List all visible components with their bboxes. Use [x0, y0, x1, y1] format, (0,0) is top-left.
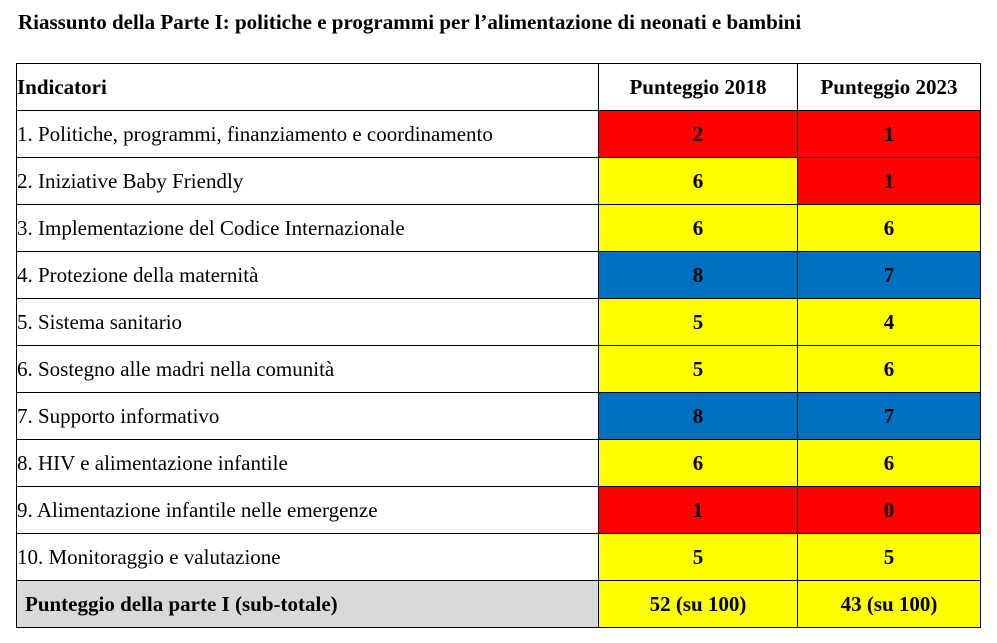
table-row: 1. Politiche, programmi, finanziamento e… [16, 110, 981, 158]
indicator-cell: 7. Supporto informativo [16, 392, 599, 440]
score-2018-cell: 5 [598, 533, 798, 581]
table-row: 10. Monitoraggio e valutazione 5 5 [16, 533, 981, 581]
table-row: 5. Sistema sanitario 5 4 [16, 298, 981, 346]
indicator-cell: 2. Iniziative Baby Friendly [16, 157, 599, 205]
subtotal-row: Punteggio della parte I (sub-totale) 52 … [16, 580, 981, 628]
table-row: 3. Implementazione del Codice Internazio… [16, 204, 981, 252]
indicator-cell: 9. Alimentazione infantile nelle emergen… [16, 486, 599, 534]
table-row: 2. Iniziative Baby Friendly 6 1 [16, 157, 981, 205]
subtotal-2023: 43 (su 100) [797, 580, 981, 628]
score-2018-cell: 8 [598, 392, 798, 440]
score-2018-cell: 5 [598, 298, 798, 346]
score-2023-cell: 0 [797, 486, 981, 534]
subtotal-label: Punteggio della parte I (sub-totale) [16, 580, 599, 628]
indicator-cell: 5. Sistema sanitario [16, 298, 599, 346]
score-2018-cell: 6 [598, 157, 798, 205]
indicator-cell: 8. HIV e alimentazione infantile [16, 439, 599, 487]
header-score-2018: Punteggio 2018 [598, 63, 798, 111]
score-2023-cell: 6 [797, 345, 981, 393]
score-2018-cell: 5 [598, 345, 798, 393]
score-2023-cell: 6 [797, 439, 981, 487]
indicator-cell: 4. Protezione della maternità [16, 251, 599, 299]
subtotal-2018: 52 (su 100) [598, 580, 798, 628]
score-2023-cell: 7 [797, 251, 981, 299]
table-row: 8. HIV e alimentazione infantile 6 6 [16, 439, 981, 487]
table-row: 9. Alimentazione infantile nelle emergen… [16, 486, 981, 534]
score-2018-cell: 6 [598, 439, 798, 487]
score-2023-cell: 5 [797, 533, 981, 581]
score-2018-cell: 1 [598, 486, 798, 534]
indicator-cell: 10. Monitoraggio e valutazione [16, 533, 599, 581]
score-2023-cell: 7 [797, 392, 981, 440]
score-2018-cell: 2 [598, 110, 798, 158]
document-title: Riassunto della Parte I: politiche e pro… [18, 10, 802, 34]
table-header-row: Indicatori Punteggio 2018 Punteggio 2023 [16, 63, 981, 111]
table-row: 7. Supporto informativo 8 7 [16, 392, 981, 440]
table-row: 4. Protezione della maternità 8 7 [16, 251, 981, 299]
scores-table: Indicatori Punteggio 2018 Punteggio 2023… [16, 63, 981, 628]
header-score-2023: Punteggio 2023 [797, 63, 981, 111]
indicator-cell: 6. Sostegno alle madri nella comunità [16, 345, 599, 393]
score-2018-cell: 8 [598, 251, 798, 299]
score-2023-cell: 6 [797, 204, 981, 252]
indicator-cell: 3. Implementazione del Codice Internazio… [16, 204, 599, 252]
header-indicators: Indicatori [16, 63, 599, 111]
indicator-cell: 1. Politiche, programmi, finanziamento e… [16, 110, 599, 158]
score-2023-cell: 1 [797, 110, 981, 158]
score-2023-cell: 4 [797, 298, 981, 346]
score-2023-cell: 1 [797, 157, 981, 205]
table-row: 6. Sostegno alle madri nella comunità 5 … [16, 345, 981, 393]
score-2018-cell: 6 [598, 204, 798, 252]
